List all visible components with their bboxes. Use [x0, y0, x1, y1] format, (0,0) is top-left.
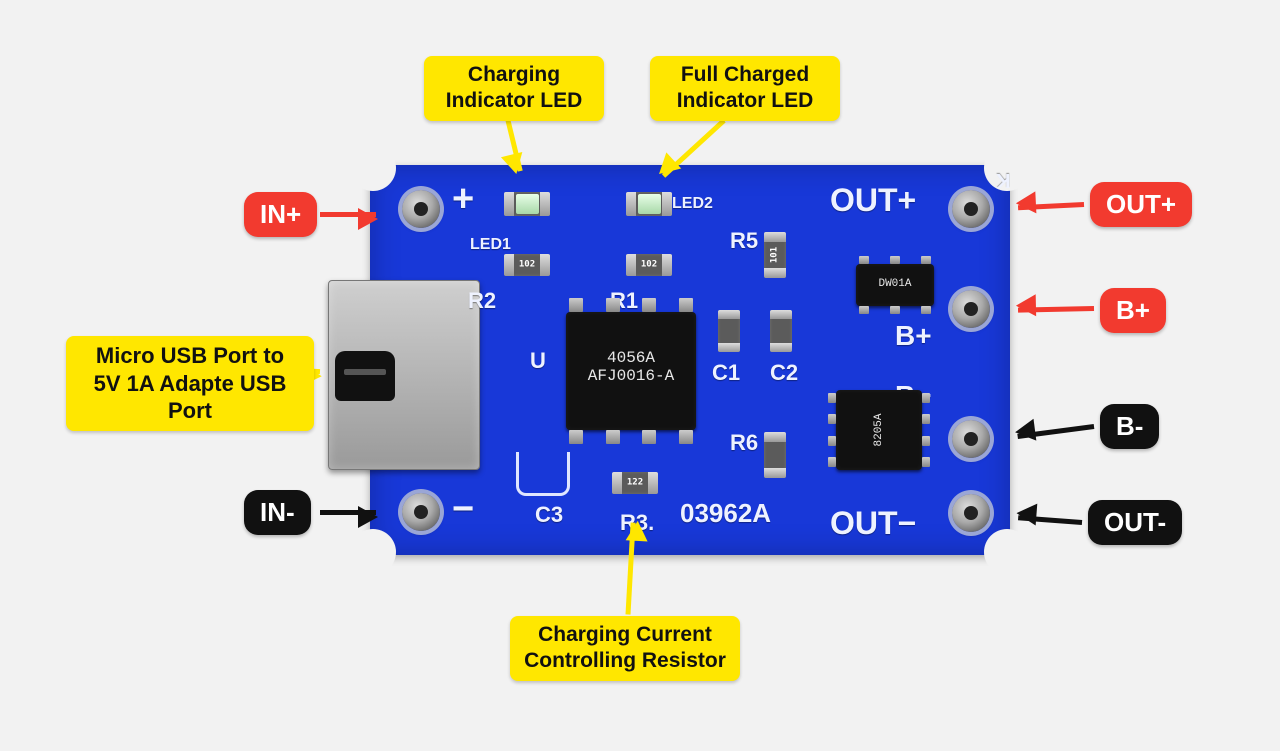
- pcb-corner-notch: [984, 529, 1030, 575]
- in-minus-label: IN-: [244, 490, 311, 535]
- ic-8205a-marking: 8205A: [873, 413, 885, 446]
- silkscreen-text: −: [452, 488, 474, 531]
- silkscreen-text: LED2: [672, 195, 713, 213]
- pad-out-plus: [952, 190, 990, 228]
- silkscreen-text: R5: [730, 228, 758, 254]
- smd-r-102b: 102: [626, 254, 672, 276]
- charging-led-note: ChargingIndicator LED: [424, 56, 604, 121]
- smd-label: 102: [519, 261, 535, 270]
- arrow: [1018, 515, 1082, 525]
- smd-label: 122: [627, 479, 643, 488]
- silkscreen-text: C2: [770, 360, 798, 386]
- silkscreen-text: K: [996, 168, 1010, 191]
- arrow: [1018, 202, 1084, 210]
- rprog-note: Charging CurrentControlling Resistor: [510, 616, 740, 681]
- pcb-corner-notch: [350, 145, 396, 191]
- silkscreen-text: 03962A: [680, 498, 771, 529]
- arrow: [320, 510, 376, 515]
- smd-led1: [504, 192, 550, 216]
- pad-b-plus: [952, 290, 990, 328]
- smd-r3-122: 122: [612, 472, 658, 494]
- pad-b-minus: [952, 420, 990, 458]
- ic-dw01a: DW01A: [856, 264, 934, 306]
- ic-dw01a-marking: DW01A: [856, 278, 934, 290]
- silkscreen-text: R6: [730, 430, 758, 456]
- silkscreen-text: +: [452, 178, 474, 221]
- silkscreen-text: B+: [895, 320, 932, 352]
- pad-in-plus: [402, 190, 440, 228]
- usb-slot: [335, 351, 395, 401]
- b-minus-label: B-: [1100, 404, 1159, 449]
- cap-outline: [516, 452, 570, 496]
- arrow: [320, 212, 376, 217]
- out-plus-label: OUT+: [1090, 182, 1192, 227]
- in-plus-label: IN+: [244, 192, 317, 237]
- ic-8205a: 8205A: [836, 390, 922, 470]
- micro-usb-port: [328, 280, 480, 470]
- smd-label: 101: [771, 247, 780, 263]
- smd-r-102a: 102: [504, 254, 550, 276]
- silkscreen-text: LED1: [470, 236, 511, 254]
- smd-c2: [770, 310, 792, 352]
- silkscreen-text: U: [530, 348, 546, 374]
- smd-led2: [626, 192, 672, 216]
- silkscreen-text: OUT+: [830, 182, 916, 219]
- smd-r6: [764, 432, 786, 478]
- smd-r5-101: 101: [764, 232, 786, 278]
- pcb-corner-notch: [350, 529, 396, 575]
- out-minus-label: OUT-: [1088, 500, 1182, 545]
- silkscreen-text: C1: [712, 360, 740, 386]
- ic-tp4056: 4056AAFJ0016-A: [566, 312, 696, 430]
- ic-tp4056-marking: 4056AAFJ0016-A: [566, 350, 696, 385]
- arrow: [626, 522, 636, 614]
- smd-c1: [718, 310, 740, 352]
- usb-note: Micro USB Port to5V 1A Adapte USB Port: [66, 336, 314, 431]
- smd-label: 102: [641, 261, 657, 270]
- arrow: [1018, 424, 1095, 439]
- pad-in-minus: [402, 493, 440, 531]
- pad-out-minus: [952, 494, 990, 532]
- full-led-note: Full ChargedIndicator LED: [650, 56, 840, 121]
- silkscreen-text: R2: [468, 288, 496, 314]
- arrow: [1018, 306, 1094, 313]
- silkscreen-text: OUT−: [830, 505, 916, 542]
- arrow: [506, 120, 523, 172]
- silkscreen-text: C3: [535, 502, 563, 528]
- b-plus-label: B+: [1100, 288, 1166, 333]
